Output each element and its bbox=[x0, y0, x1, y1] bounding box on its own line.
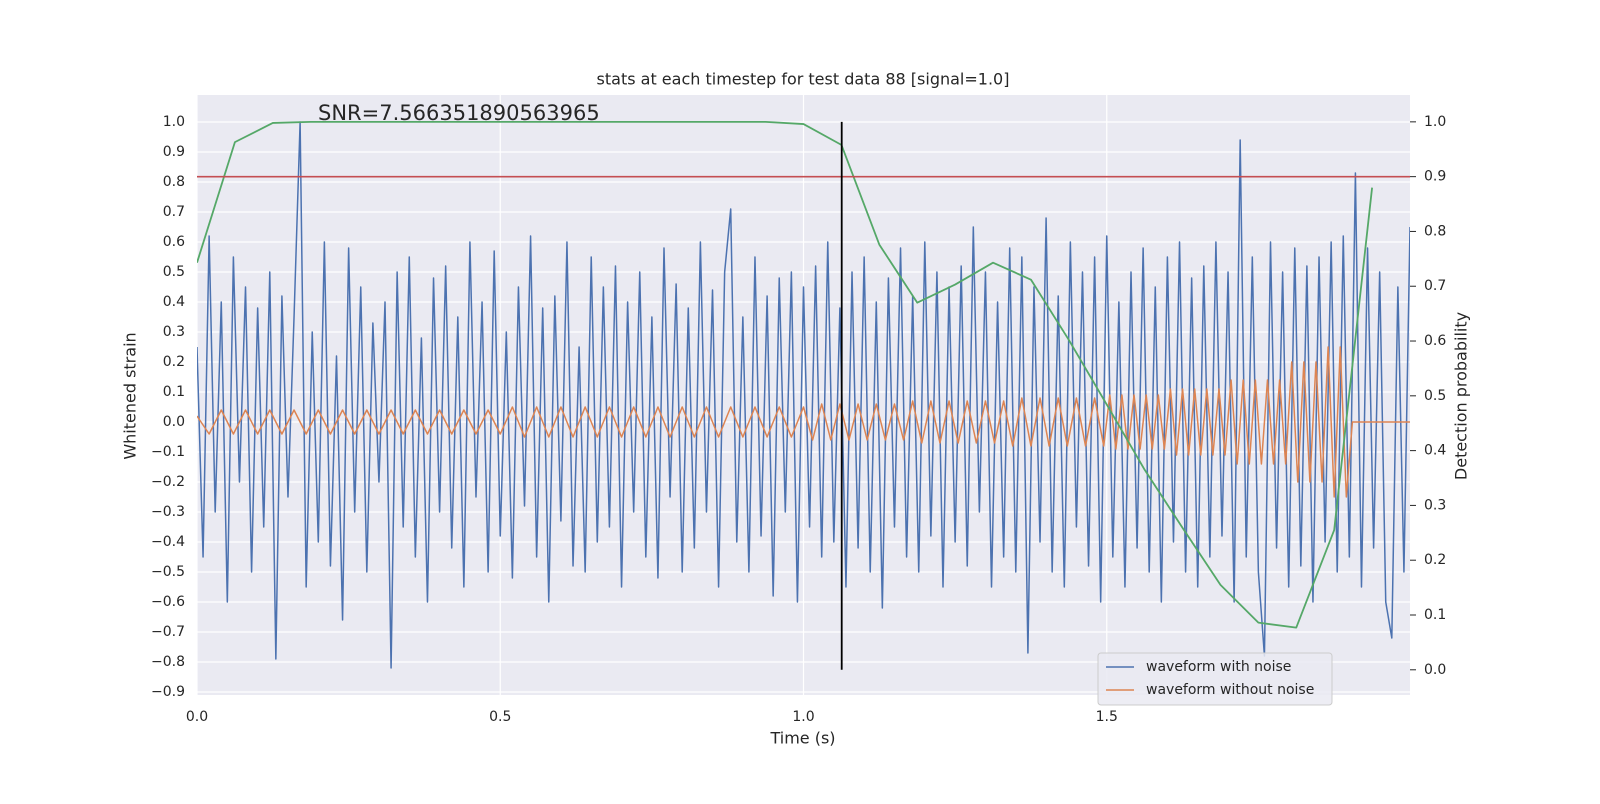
legend-label: waveform without noise bbox=[1146, 682, 1314, 698]
y2-tick-label: 0.4 bbox=[1424, 443, 1446, 459]
y-tick-label: 0.8 bbox=[163, 174, 185, 190]
y-tick-label: 0.7 bbox=[163, 204, 185, 220]
series-line bbox=[197, 346, 1410, 498]
y-tick-label: 0.9 bbox=[163, 144, 185, 160]
y2-axis-label: Detection probability bbox=[1452, 312, 1471, 480]
y2-tick-label: 0.7 bbox=[1424, 278, 1446, 294]
y2-tick-label: 0.0 bbox=[1424, 662, 1446, 678]
y-tick-label: −0.2 bbox=[151, 474, 185, 490]
overlay-layer bbox=[197, 121, 1410, 670]
legend-label: waveform with noise bbox=[1146, 659, 1291, 675]
x-tick-label: 0.0 bbox=[186, 709, 208, 725]
y2-tick-label: 1.0 bbox=[1424, 114, 1446, 130]
y-axis-label: Whitened strain bbox=[121, 332, 140, 459]
y-tick-label: 0.0 bbox=[163, 414, 185, 430]
legend-box bbox=[1097, 652, 1333, 706]
y-tick-label: 1.0 bbox=[163, 114, 185, 130]
y2-tick-label: 0.6 bbox=[1424, 333, 1446, 349]
y-tick-label: −0.1 bbox=[151, 444, 185, 460]
y-tick-label: 0.1 bbox=[163, 384, 185, 400]
y-tick-label: −0.4 bbox=[151, 534, 185, 550]
y-tick-label: −0.6 bbox=[151, 594, 185, 610]
series-line bbox=[197, 121, 1410, 669]
y-tick-label: −0.3 bbox=[151, 504, 185, 520]
y2-tick-label: 0.1 bbox=[1424, 607, 1446, 623]
y2-tick-label: 0.2 bbox=[1424, 552, 1446, 568]
y-tick-label: 0.5 bbox=[163, 264, 185, 280]
y-tick-label: 0.3 bbox=[163, 324, 185, 340]
y-tick-label: −0.9 bbox=[151, 684, 185, 700]
x-tick-label: 0.5 bbox=[489, 709, 511, 725]
y2-tick-label: 0.9 bbox=[1424, 169, 1446, 185]
y-tick-label: 0.2 bbox=[163, 354, 185, 370]
y-tick-label: −0.7 bbox=[151, 624, 185, 640]
legend: waveform with noise waveform without nois… bbox=[1097, 652, 1333, 706]
x-tick-label: 1.5 bbox=[1096, 709, 1118, 725]
annotation: SNR=7.566351890563965 bbox=[318, 101, 600, 125]
y2-tick-label: 0.8 bbox=[1424, 223, 1446, 239]
series-line bbox=[197, 120, 1373, 629]
chart-title: stats at each timestep for test data 88 … bbox=[597, 70, 1010, 89]
y2-tick-label: 0.5 bbox=[1424, 388, 1446, 404]
y-tick-label: 0.4 bbox=[163, 294, 185, 310]
x-axis-label: Time (s) bbox=[769, 729, 835, 748]
x-tick-label: 1.0 bbox=[792, 709, 814, 725]
y2-tick-label: 0.3 bbox=[1424, 497, 1446, 513]
y-tick-label: −0.8 bbox=[151, 654, 185, 670]
y-tick-label: 0.6 bbox=[163, 234, 185, 250]
series-layer bbox=[197, 120, 1410, 669]
y-tick-label: −0.5 bbox=[151, 564, 185, 580]
